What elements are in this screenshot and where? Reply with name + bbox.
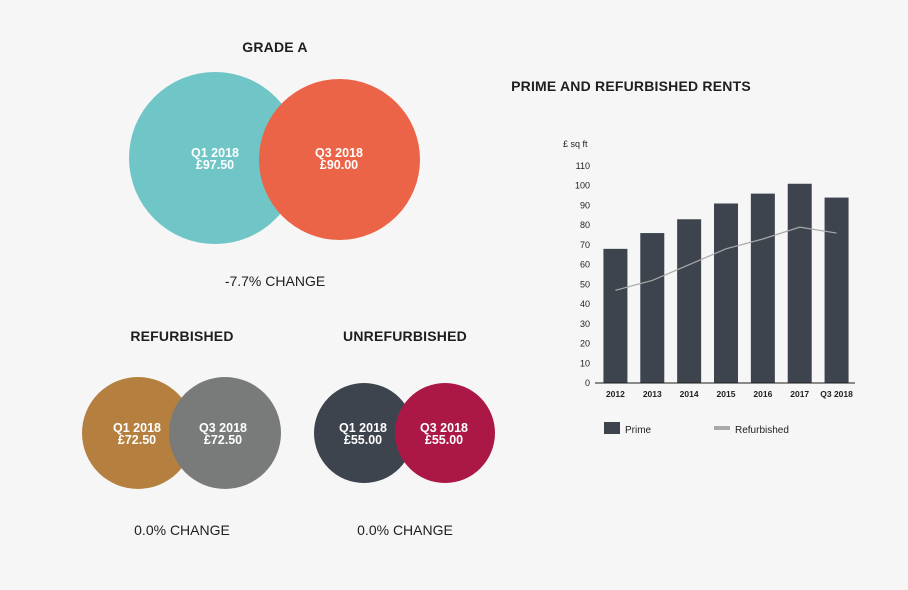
x-tick-label: 2014 xyxy=(680,389,699,399)
x-tick-label: 2012 xyxy=(606,389,625,399)
grade-a-q1-period: Q1 2018 xyxy=(191,146,239,160)
legend-refurbished-label: Refurbished xyxy=(735,425,789,436)
unrefurbished-change: 0.0% CHANGE xyxy=(357,522,453,538)
y-tick-label: 70 xyxy=(580,240,590,250)
unrefurbished-q1-value: £55.00 xyxy=(343,433,383,447)
grade-a-q3-label: Q3 2018 £90.00 xyxy=(299,146,379,172)
legend-refurbished-swatch xyxy=(714,426,730,430)
prime-bar xyxy=(640,233,665,383)
refurbished-q3-label: Q3 2018 £72.50 xyxy=(183,421,263,447)
x-tick-label: 2017 xyxy=(790,389,809,399)
y-tick-label: 110 xyxy=(576,161,590,171)
y-tick-label: 100 xyxy=(575,181,590,191)
grade-a-change: -7.7% CHANGE xyxy=(224,273,326,289)
x-tick-label: 2015 xyxy=(717,389,736,399)
grade-a-q1-value: £97.50 xyxy=(195,158,235,172)
grade-a-q3-period: Q3 2018 xyxy=(315,146,363,160)
prime-bar xyxy=(750,193,775,383)
y-tick-label: 0 xyxy=(585,378,590,388)
unrefurbished-q3-circle xyxy=(395,383,495,483)
grade-a-q3-circle xyxy=(259,79,420,240)
prime-bar xyxy=(603,248,628,383)
prime-bar xyxy=(714,203,738,383)
chart-title: PRIME AND REFURBISHED RENTS xyxy=(511,78,751,94)
grade-a-q3-value: £90.00 xyxy=(319,158,359,172)
grade-a-heading: GRADE A xyxy=(242,39,308,55)
unrefurbished-q3-label: Q3 2018 £55.00 xyxy=(404,421,484,447)
legend-prime-label: Prime xyxy=(625,425,652,436)
refurbished-line xyxy=(615,226,837,291)
rents-chart: £ sq ft 0 10 20 30 40 50 60 70 80 90 100 110 2012 20… xyxy=(563,139,855,436)
y-tick-label: 60 xyxy=(580,260,590,270)
y-axis-label: £ sq ft xyxy=(563,139,588,149)
unrefurbished-q3-value: £55.00 xyxy=(424,433,464,447)
y-tick-label: 40 xyxy=(580,299,590,309)
y-tick-label: 20 xyxy=(580,339,590,349)
refurbished-q1-label: Q1 2018 £72.50 xyxy=(97,421,177,447)
y-tick-label: 10 xyxy=(580,358,590,368)
y-tick-label: 80 xyxy=(580,220,590,230)
y-tick-label: 50 xyxy=(580,279,590,289)
refurbished-q3-circle xyxy=(169,377,281,489)
x-tick-label: Q3 2018 xyxy=(820,389,853,399)
refurbished-q1-period: Q1 2018 xyxy=(113,421,161,435)
prime-bar xyxy=(677,219,702,383)
prime-bar xyxy=(787,183,812,383)
refurbished-change: 0.0% CHANGE xyxy=(134,522,230,538)
unrefurbished-q1-label: Q1 2018 £55.00 xyxy=(323,421,403,447)
y-tick-label: 90 xyxy=(580,200,590,210)
grade-a-q1-label: Q1 2018 £97.50 xyxy=(175,146,255,172)
unrefurbished-q3-period: Q3 2018 xyxy=(420,421,468,435)
refurbished-heading: REFURBISHED xyxy=(130,328,234,344)
unrefurbished-q1-period: Q1 2018 xyxy=(339,421,387,435)
unrefurbished-heading: UNREFURBISHED xyxy=(343,328,467,344)
x-tick-label: 2013 xyxy=(643,389,662,399)
x-tick-label: 2016 xyxy=(753,389,772,399)
refurbished-q3-value: £72.50 xyxy=(203,433,243,447)
legend-prime-swatch xyxy=(604,422,620,434)
refurbished-q1-value: £72.50 xyxy=(117,433,157,447)
y-tick-label: 30 xyxy=(580,319,590,329)
refurbished-q3-period: Q3 2018 xyxy=(199,421,247,435)
prime-bar xyxy=(824,197,849,383)
